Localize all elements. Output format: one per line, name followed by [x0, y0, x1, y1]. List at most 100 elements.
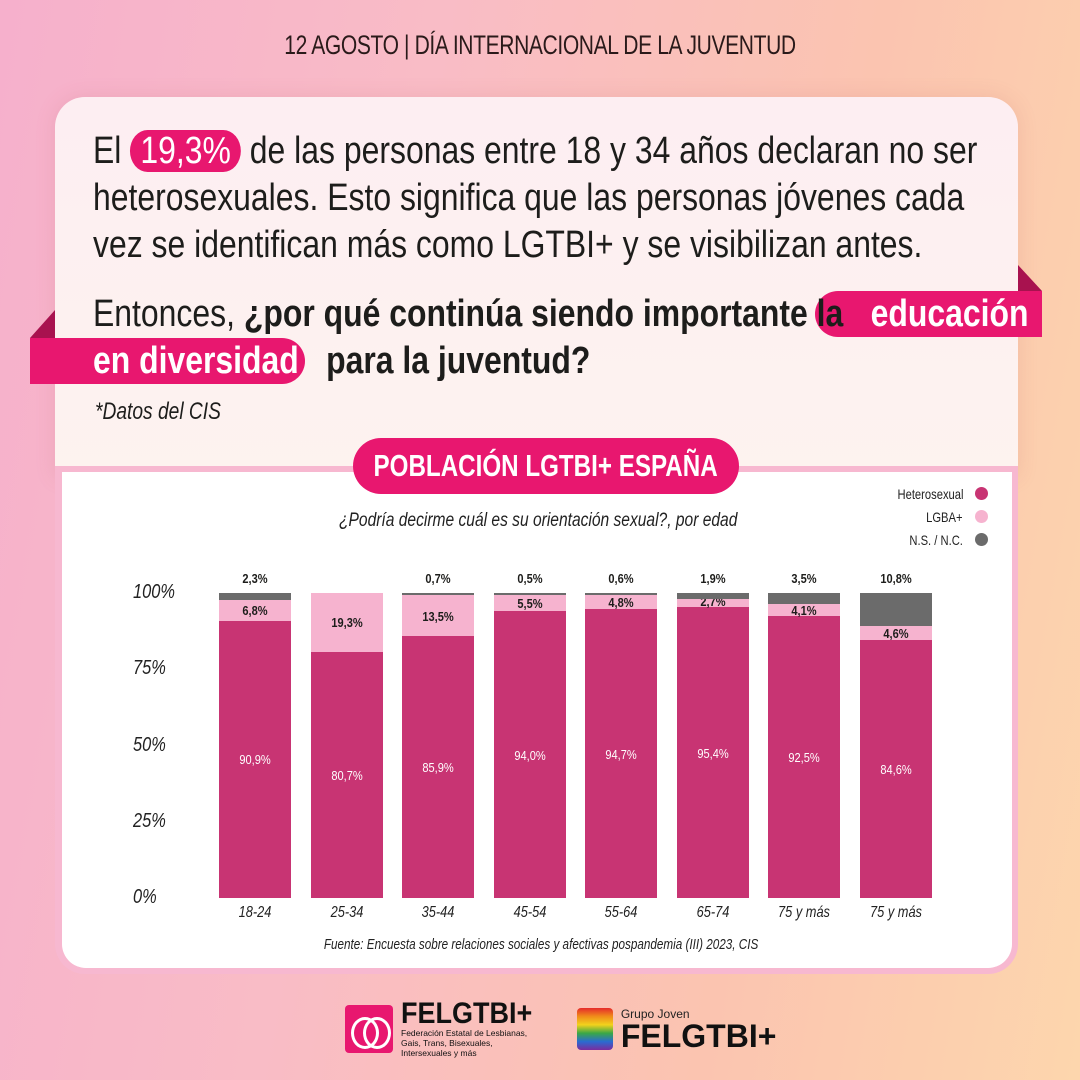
bar-segment-n-s-n-c-: [676, 593, 749, 599]
x-tick-label: 45-54: [513, 904, 546, 921]
bar-6: 92,5% 4,1% 3,5% 75 y más: [768, 571, 840, 921]
data-label: 0,7%: [425, 571, 451, 586]
legend-dot-lgba: [975, 510, 988, 523]
bar-segment-n-s-n-c-: [585, 593, 657, 595]
data-label: 13,5%: [422, 608, 454, 624]
data-label: 84,6%: [879, 762, 912, 777]
bar-segment-lgba-: [585, 594, 657, 610]
bar-segment-heterosexual: [402, 636, 474, 898]
data-label: 92,5%: [788, 750, 820, 766]
data-label: 1,9%: [699, 571, 726, 586]
bar-segment-lgba-: [219, 600, 291, 621]
data-label: 2,3%: [242, 571, 268, 586]
intro-line2: heterosexuales. Esto significa que las p…: [93, 177, 965, 219]
intro-line1: de las personas entre 18 y 34 años decla…: [249, 130, 978, 172]
data-label: 4,1%: [791, 602, 817, 618]
bar-segment-n-s-n-c-: [402, 593, 474, 596]
data-label: 6,8%: [242, 603, 268, 619]
data-label: 3,5%: [791, 571, 817, 586]
data-label: 94,0%: [513, 747, 546, 763]
y-tick-label: 100%: [133, 581, 175, 603]
bar-segment-n-s-n-c-: [768, 593, 840, 604]
bar-3: 94,0% 5,5% 0,5% 45-54: [493, 571, 566, 921]
bar-segment-heterosexual: [585, 609, 657, 898]
data-label: 0,5%: [516, 571, 543, 586]
bar-segment-heterosexual: [310, 651, 383, 898]
data-label: 4,6%: [882, 625, 909, 641]
bar-segment-lgba-: [768, 603, 840, 617]
data-label: 90,9%: [239, 752, 271, 768]
data-label: 85,9%: [422, 760, 454, 776]
data-label: 5,5%: [516, 595, 543, 611]
rainbow-figure-icon: [576, 1008, 613, 1050]
legend-dot-nsnc: [975, 533, 988, 546]
ribbon-left: [30, 338, 305, 384]
page-header: 12 AGOSTO | DÍA INTERNACIONAL DE LA JUVE…: [284, 30, 796, 60]
felgtbi-logo: FELGTBI+ Federación Estatal de Lesbianas…: [345, 999, 547, 1058]
bar-segment-heterosexual: [859, 639, 932, 898]
bar-segment-n-s-n-c-: [859, 593, 932, 626]
data-label: 95,4%: [696, 745, 729, 761]
bar-segment-n-s-n-c-: [219, 593, 291, 601]
intro-line3: vez se identifican más como LGTBI+ y se …: [93, 224, 923, 266]
bar-segment-heterosexual: [768, 616, 840, 898]
bar-segment-heterosexual: [676, 607, 749, 898]
bar-segment-lgba-: [493, 594, 566, 612]
bar-segment-lgba-: [859, 625, 932, 640]
x-tick-label: 75 y más: [869, 904, 922, 921]
legend-item-heterosexual: Heterosexual: [881, 482, 988, 505]
chart-legend: Heterosexual LGBA+ N.S. / N.C.: [881, 482, 988, 551]
bar-segment-heterosexual: [219, 620, 291, 898]
chart-source: Fuente: Encuesta sobre relaciones social…: [323, 936, 759, 953]
bar-4: 94,7% 4,8% 0,6% 55-64: [585, 571, 657, 921]
chart-subtitle: ¿Podría decirme cuál es su orientación s…: [339, 510, 738, 531]
y-tick-label: 25%: [133, 809, 166, 832]
data-label: 94,7%: [605, 746, 637, 762]
legend-item-nsnc: N.S. / N.C.: [881, 528, 988, 551]
data-label: 4,8%: [608, 595, 634, 611]
y-tick-label: 0%: [133, 886, 157, 908]
grupo-joven-logo: Grupo Joven FELGTBI+: [576, 1007, 776, 1052]
bar-segment-lgba-: [310, 593, 383, 652]
intro-prefix: El: [93, 130, 122, 172]
x-tick-label: 75 y más: [778, 904, 830, 921]
logos: FELGTBI+ Federación Estatal de Lesbianas…: [345, 999, 776, 1058]
highlight-percentage: 19,3%: [130, 130, 241, 172]
legend-dot-heterosexual: [975, 487, 988, 500]
ribbon-fold-left: [30, 310, 55, 338]
data-label: 19,3%: [330, 615, 363, 631]
question-bold2: para la juventud?: [326, 340, 591, 382]
legend-item-lgba: LGBA+: [881, 505, 988, 528]
highlight-diversity: en diversidad: [93, 340, 299, 382]
highlight-education: educación: [870, 293, 1029, 335]
intro-paragraph: El 19,3% de las personas entre 18 y 34 a…: [93, 128, 977, 269]
gender-symbols-icon: [345, 1005, 393, 1053]
x-tick-label: 55-64: [604, 904, 638, 921]
bar-5: 95,4% 2,7% 1,9% 65-74: [676, 571, 749, 921]
y-tick-label: 75%: [133, 657, 166, 680]
question-paragraph: Entonces, ¿por qué continúa siendo impor…: [93, 291, 1028, 385]
x-tick-label: 25-34: [330, 904, 363, 921]
bar-segment-heterosexual: [493, 611, 566, 898]
bar-1: 80,7% 19,3% 25-34: [310, 593, 383, 921]
question-prefix: Entonces,: [93, 293, 235, 335]
bar-2: 85,9% 13,5% 0,7% 35-44: [402, 571, 474, 921]
data-note: *Datos del CIS: [95, 398, 221, 425]
x-tick-label: 35-44: [421, 904, 455, 921]
x-tick-label: 65-74: [696, 904, 729, 921]
bar-segment-n-s-n-c-: [493, 593, 566, 595]
chart-title-text: POBLACIÓN LGTBI+ ESPAÑA: [373, 448, 719, 483]
bar-segment-lgba-: [402, 595, 474, 637]
bar-segment-lgba-: [676, 598, 749, 608]
data-label: 0,6%: [608, 571, 634, 586]
bar-0: 90,9% 6,8% 2,3% 18-24: [219, 571, 291, 921]
data-label: 10,8%: [879, 571, 912, 586]
ribbon-fold-right: [1018, 265, 1042, 291]
ribbon-right: [815, 291, 1042, 337]
bar-7: 84,6% 4,6% 10,8% 75 y más: [859, 571, 932, 921]
x-tick-label: 18-24: [238, 904, 272, 921]
y-tick-label: 50%: [133, 733, 166, 756]
chart-title: POBLACIÓN LGTBI+ ESPAÑA: [353, 438, 739, 494]
data-label: 80,7%: [330, 767, 363, 783]
question-bold1: ¿por qué continúa siendo importante la: [243, 293, 844, 335]
